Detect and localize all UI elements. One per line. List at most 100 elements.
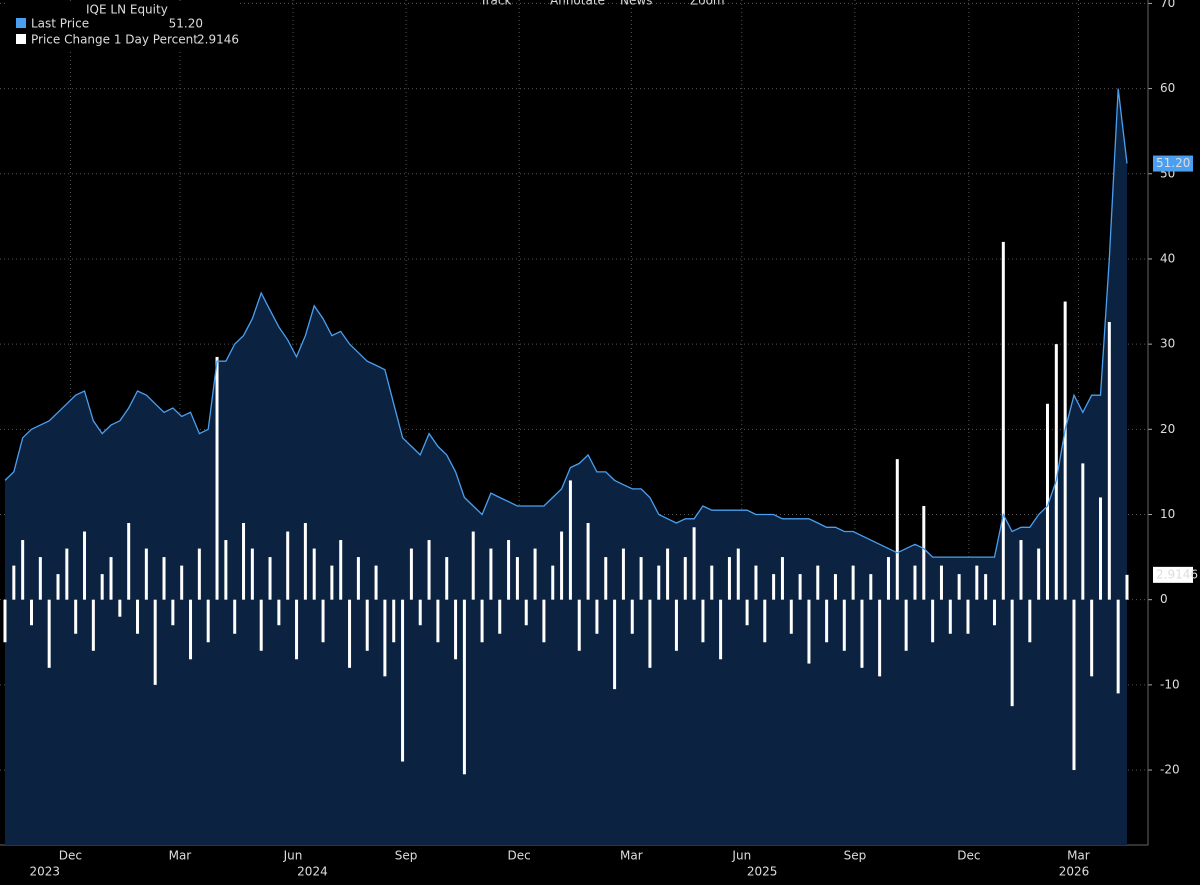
bar xyxy=(630,599,634,634)
bar xyxy=(1125,574,1129,600)
bar xyxy=(374,565,378,600)
bar xyxy=(913,565,917,600)
bar xyxy=(144,548,148,600)
bar xyxy=(736,548,740,600)
bar xyxy=(816,565,820,600)
bar xyxy=(250,548,254,600)
bar xyxy=(772,574,776,600)
y-tick-label: 70 xyxy=(1160,0,1175,10)
bar xyxy=(833,574,837,600)
bar xyxy=(789,599,793,634)
bar xyxy=(604,557,608,600)
bar xyxy=(745,599,749,626)
bar xyxy=(674,599,678,651)
bar xyxy=(657,565,661,600)
area-fill xyxy=(5,88,1127,846)
bar xyxy=(683,557,687,600)
bar xyxy=(21,540,25,600)
year-label: 2025 xyxy=(747,865,778,879)
bar xyxy=(454,599,458,660)
bar xyxy=(948,599,952,634)
bar xyxy=(215,356,219,600)
toolbar-button[interactable]: Track xyxy=(479,0,511,8)
toolbar-button[interactable]: Zoom xyxy=(690,0,725,8)
bar xyxy=(418,599,422,626)
bar xyxy=(860,599,864,668)
bar xyxy=(1116,599,1120,694)
bar xyxy=(692,527,696,600)
bar xyxy=(12,565,16,600)
bar xyxy=(975,565,979,600)
bar xyxy=(1010,599,1014,707)
bar xyxy=(321,599,325,643)
bar xyxy=(1054,344,1058,600)
bar xyxy=(498,599,502,634)
legend-swatch xyxy=(16,34,26,44)
bar xyxy=(1045,403,1049,600)
bar xyxy=(303,523,307,600)
bar xyxy=(807,599,811,664)
bar xyxy=(780,557,784,600)
bar xyxy=(878,599,882,677)
bar xyxy=(471,531,475,600)
bar xyxy=(710,565,714,600)
year-label: 2023 xyxy=(29,865,60,879)
bar xyxy=(825,599,829,643)
bar xyxy=(409,548,413,600)
toolbar-button[interactable]: Annotate xyxy=(550,0,605,8)
y-tick-label: -20 xyxy=(1160,763,1180,777)
bar xyxy=(842,599,846,651)
bar xyxy=(233,599,237,634)
bar xyxy=(401,599,405,762)
bar xyxy=(754,565,758,600)
bar xyxy=(727,557,731,600)
bar xyxy=(895,459,899,600)
y-tick-label: 30 xyxy=(1160,337,1175,351)
last-value-badge xyxy=(1153,566,1193,583)
bar xyxy=(1001,241,1005,600)
x-tick-label: Mar xyxy=(169,849,192,863)
bar xyxy=(100,574,104,600)
bar xyxy=(515,557,519,600)
year-label: 2026 xyxy=(1059,865,1090,879)
legend-swatch xyxy=(16,18,26,28)
bar xyxy=(153,599,157,685)
bar xyxy=(180,565,184,600)
x-tick-label: Mar xyxy=(1067,849,1090,863)
bar xyxy=(242,523,246,600)
bar xyxy=(277,599,281,626)
y-tick-label: 0 xyxy=(1160,592,1168,606)
bar xyxy=(1019,540,1023,600)
legend-box xyxy=(8,2,240,50)
bar xyxy=(763,599,767,643)
bar xyxy=(886,557,890,600)
bar xyxy=(957,574,961,600)
bar xyxy=(869,574,873,600)
bar xyxy=(356,557,360,600)
bar xyxy=(798,574,802,600)
bar xyxy=(339,540,343,600)
bar xyxy=(1028,599,1032,643)
last-value-label: 51.20 xyxy=(1156,156,1190,170)
x-tick-label: Mar xyxy=(620,849,643,863)
y-tick-label: -10 xyxy=(1160,677,1180,691)
bar xyxy=(83,531,87,600)
bar xyxy=(1072,599,1076,771)
last-value-badge xyxy=(1153,155,1193,172)
bar xyxy=(462,599,466,775)
bar xyxy=(701,599,705,643)
bar xyxy=(992,599,996,626)
bar xyxy=(286,531,290,600)
bar xyxy=(904,599,908,651)
bar xyxy=(922,505,926,600)
bar xyxy=(189,599,193,660)
bar xyxy=(348,599,352,668)
bar xyxy=(206,599,210,643)
bar xyxy=(1107,321,1111,600)
legend-value: 2.9146 xyxy=(197,33,239,47)
y-tick-label: 20 xyxy=(1160,422,1175,436)
bar xyxy=(109,557,113,600)
bar xyxy=(966,599,970,634)
